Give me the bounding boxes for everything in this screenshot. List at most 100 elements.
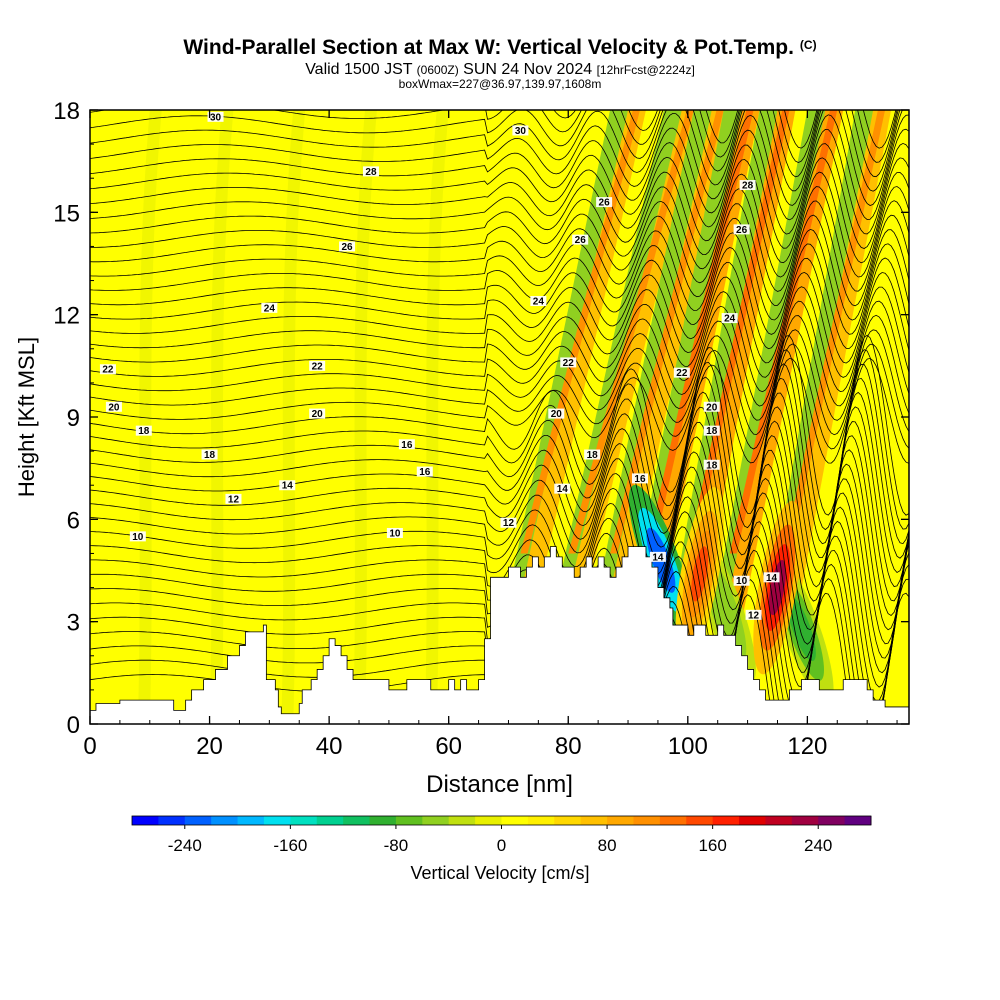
theta-isentrope: [90, 377, 909, 559]
theta-label: 12: [500, 517, 517, 529]
theta-label: 24: [721, 313, 738, 325]
theta-label: 22: [560, 357, 577, 369]
updraft-band: [639, 110, 760, 622]
colorbar-swatch: [184, 816, 212, 825]
theta-isentrope: [90, 463, 909, 645]
y-tick-label: 6: [67, 507, 80, 534]
theta-isentrope: [90, 435, 909, 617]
theta-label: 22: [309, 360, 326, 372]
colorbar-tick-label: -240: [168, 836, 202, 855]
colorbar-swatch: [395, 816, 423, 825]
theta-isentrope: [90, 391, 909, 574]
theta-isentrope: [90, 214, 909, 321]
colorbar: -240 -160 -80 0 80 160 240: [131, 815, 872, 855]
theta-label: 14: [649, 551, 666, 563]
theta-isentrope: [90, 300, 909, 407]
colorbar-swatch: [501, 816, 529, 825]
y-tick-label: 18: [53, 98, 80, 125]
updraft-band-core: [520, 110, 640, 554]
x-tick-label: 120: [787, 733, 827, 760]
colorbar-swatch: [448, 816, 476, 825]
theta-label-text: 26: [575, 235, 587, 246]
terrain-mask: [90, 546, 909, 724]
theta-isentrope: [90, 271, 909, 378]
colorbar-swatch: [316, 816, 344, 825]
theta-label: 26: [339, 241, 356, 253]
theta-label: 24: [261, 302, 278, 314]
subtitle-fcst: [12hrFcst@2224z]: [596, 63, 695, 77]
theta-label: 18: [135, 425, 152, 437]
colorbar-swatch: [686, 816, 714, 825]
colorbar-tick-label: 0: [497, 836, 506, 855]
theta-label: 18: [201, 449, 218, 461]
theta-label: 16: [416, 466, 433, 478]
theta-isentrope: [90, 243, 909, 350]
updraft-band: [514, 110, 646, 622]
theta-label: 20: [548, 408, 565, 420]
colorbar-swatch: [290, 816, 318, 825]
theta-label: 24: [530, 296, 547, 308]
colorbar-swatch: [343, 816, 371, 825]
theta-label-text: 10: [389, 528, 401, 539]
theta-label-text: 30: [515, 126, 527, 137]
theta-label-text: 18: [706, 426, 718, 437]
theta-isentrope: [90, 110, 898, 163]
colorbar-swatch: [132, 816, 159, 825]
theta-label-text: 28: [365, 167, 377, 178]
theta-label-text: 22: [563, 358, 575, 369]
colorbar-swatch: [607, 816, 634, 825]
theta-label-text: 18: [706, 460, 718, 471]
theta-label-text: 18: [204, 450, 216, 461]
updraft-band-core: [610, 110, 724, 554]
theta-label-text: 16: [419, 467, 431, 478]
theta-label-text: 28: [742, 181, 754, 192]
theta-label-text: 20: [312, 409, 324, 420]
x-tick-label: 60: [435, 733, 462, 760]
theta-isentrope: [90, 110, 903, 206]
colorbar-swatch: [554, 816, 582, 825]
y-tick-label: 15: [53, 200, 80, 227]
theta-label: 18: [584, 449, 601, 461]
theta-label: 18: [703, 459, 720, 471]
chart-subtitle: Valid 1500 JST (0600Z) SUN 24 Nov 2024 […: [0, 61, 1000, 79]
field-streak: [137, 110, 162, 724]
theta-label: 30: [512, 125, 529, 137]
theta-label: 16: [631, 473, 648, 485]
theta-label-text: 18: [138, 426, 150, 437]
colorbar-swatch: [422, 816, 450, 825]
theta-label: 14: [279, 480, 296, 492]
x-tick-label: 20: [196, 733, 223, 760]
theta-label: 22: [673, 367, 690, 379]
theta-label: 20: [309, 408, 326, 420]
colorbar-swatch: [712, 816, 740, 825]
theta-label-text: 10: [736, 576, 748, 587]
colorbar-tick-label: -80: [384, 836, 409, 855]
chart-box-info: boxWmax=227@36.97,139.97,1608m: [398, 77, 602, 91]
y-axis-label: Height [Kft MSL]: [14, 337, 39, 497]
theta-label-text: 26: [341, 242, 353, 253]
theta-label: 28: [362, 166, 379, 178]
theta-isentrope: [90, 128, 909, 235]
theta-label-text: 12: [748, 610, 760, 621]
theta-label-text: 26: [736, 225, 748, 236]
field-streak: [281, 110, 306, 724]
theta-label: 10: [386, 527, 403, 539]
theta-label-text: 30: [210, 112, 222, 123]
y-tick-label: 12: [53, 303, 80, 330]
theta-isentrope: [90, 357, 909, 464]
colorbar-tick-label: 160: [698, 836, 726, 855]
field-streak: [317, 110, 342, 724]
downdraft-core: [786, 595, 816, 662]
theta-label: 26: [733, 224, 750, 236]
theta-label-text: 12: [503, 518, 515, 529]
colorbar-swatch: [818, 816, 846, 825]
theta-label-text: 20: [706, 402, 718, 413]
theta-label-text: 14: [282, 481, 294, 492]
field-streak: [245, 110, 270, 724]
theta-label: 20: [703, 401, 720, 413]
colorbar-swatch: [263, 816, 291, 825]
theta-isentrope: [90, 343, 909, 450]
colorbar-swatch: [844, 816, 872, 825]
theta-label-text: 12: [228, 494, 240, 505]
updraft-band-core: [645, 110, 754, 554]
